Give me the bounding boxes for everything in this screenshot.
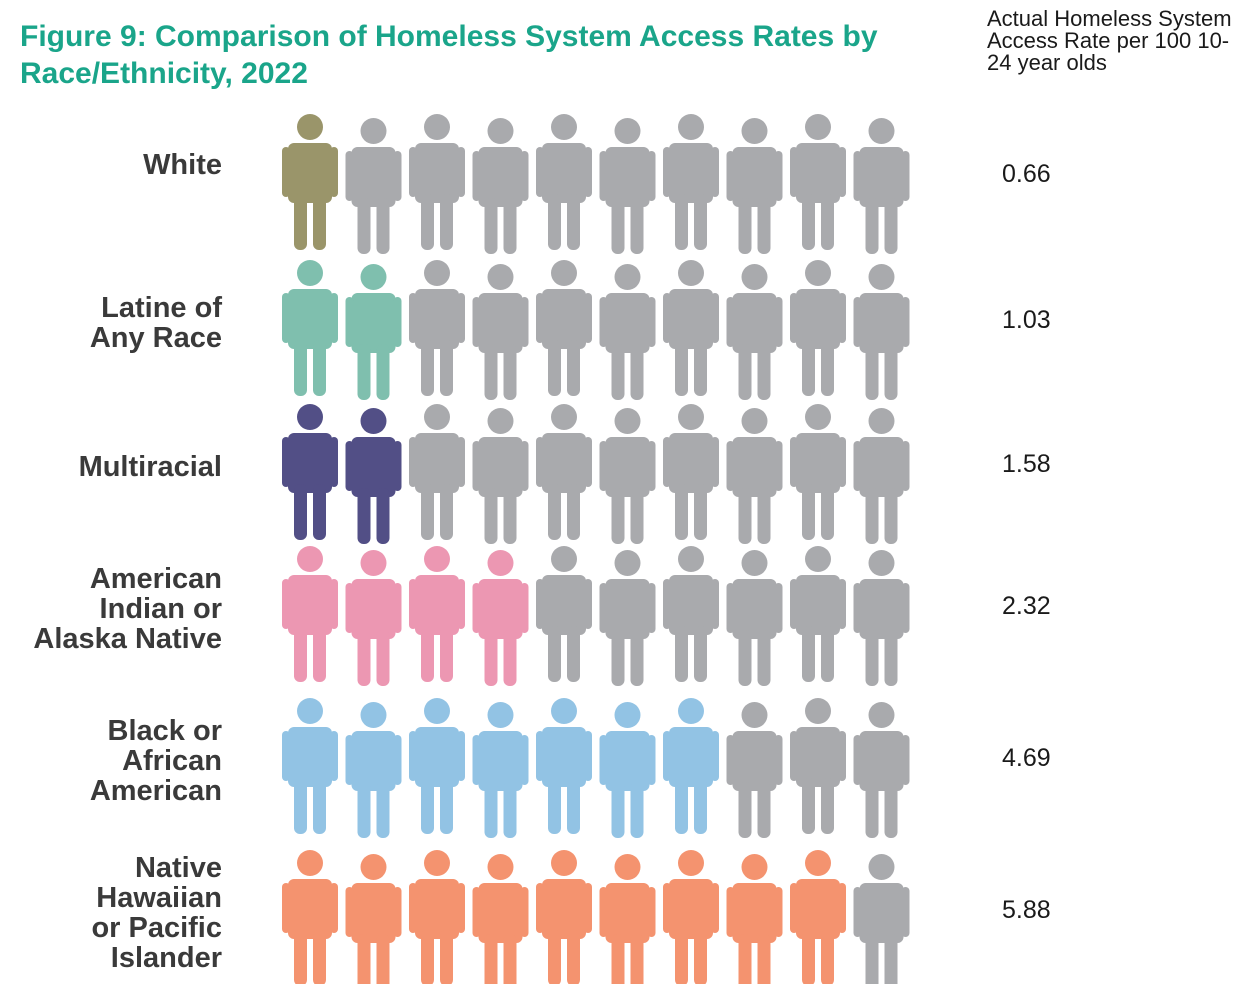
row-label: or Pacific <box>91 912 222 944</box>
row-label: Any Race <box>90 322 222 354</box>
person-icon-filled <box>536 698 592 834</box>
person-icon-filled <box>345 854 402 984</box>
person-icon-empty <box>853 550 910 686</box>
person-icon-filled <box>726 854 783 984</box>
rate-column-header: Actual Homeless System Access Rate per 1… <box>987 6 1232 75</box>
person-icon-filled <box>409 698 465 834</box>
person-icon-empty <box>536 114 592 250</box>
row-label: Black or <box>108 715 222 747</box>
person-icon-empty <box>790 404 846 540</box>
row-label: White <box>143 149 222 181</box>
person-icon-filled <box>409 546 465 682</box>
person-icon-filled <box>282 260 338 396</box>
person-icon-empty <box>409 260 465 396</box>
person-icon-empty <box>599 408 656 544</box>
row-label: Native <box>135 852 222 884</box>
row-label: American <box>90 775 222 807</box>
person-icon-filled <box>790 850 846 984</box>
person-icon-empty <box>599 118 656 254</box>
rate-value: 1.58 <box>1002 450 1051 478</box>
person-icon-empty <box>726 408 783 544</box>
row-label: Multiracial <box>79 451 222 483</box>
person-icon-empty <box>345 118 402 254</box>
person-icon-filled <box>536 850 592 984</box>
person-icon-filled <box>345 702 402 838</box>
person-icon-empty <box>853 264 910 400</box>
rate-value: 0.66 <box>1002 160 1051 188</box>
person-icon-empty <box>790 260 846 396</box>
person-icon-empty <box>409 114 465 250</box>
person-icon-empty <box>726 550 783 686</box>
person-icon-filled <box>663 698 719 834</box>
person-icon-filled <box>345 408 402 544</box>
chart-title: Figure 9: Comparison of Homeless System … <box>20 20 878 90</box>
person-icon-empty <box>790 698 846 834</box>
person-icon-empty <box>599 550 656 686</box>
person-icon-empty <box>409 404 465 540</box>
person-icon-empty <box>663 260 719 396</box>
rate-value: 2.32 <box>1002 592 1051 620</box>
chart-row: Multiracial 1.58 <box>79 404 1051 544</box>
person-icon-empty <box>790 114 846 250</box>
person-icon-filled <box>472 702 529 838</box>
person-icon-empty <box>472 408 529 544</box>
person-icon-filled <box>599 702 656 838</box>
row-label: African <box>122 745 222 777</box>
person-icon-empty <box>726 264 783 400</box>
person-icon-filled <box>282 114 338 250</box>
person-icon-filled <box>599 854 656 984</box>
row-label: American <box>90 563 222 595</box>
person-icon-empty <box>536 546 592 682</box>
person-icon-empty <box>853 702 910 838</box>
person-icon-empty <box>472 264 529 400</box>
person-icon-filled <box>282 698 338 834</box>
person-icon-empty <box>853 118 910 254</box>
person-icon-empty <box>536 404 592 540</box>
person-icon-empty <box>663 114 719 250</box>
row-label: Indian or <box>100 593 222 625</box>
person-icon-filled <box>282 546 338 682</box>
person-icon-filled <box>282 850 338 984</box>
person-icon-empty <box>853 854 910 984</box>
person-icon-filled <box>409 850 465 984</box>
rate-value: 5.88 <box>1002 896 1051 924</box>
person-icon-empty <box>726 702 783 838</box>
person-icon-empty <box>472 118 529 254</box>
person-icon-empty <box>663 546 719 682</box>
person-icon-empty <box>536 260 592 396</box>
person-icon-filled <box>472 550 529 686</box>
row-label: Islander <box>111 942 222 974</box>
person-icon-empty <box>790 546 846 682</box>
rate-value: 1.03 <box>1002 306 1051 334</box>
person-icon-empty <box>599 264 656 400</box>
person-icon-filled <box>345 550 402 686</box>
person-icon-filled <box>282 404 338 540</box>
row-label: Alaska Native <box>33 623 222 655</box>
row-label: Latine of <box>101 292 222 324</box>
person-icon-empty <box>663 404 719 540</box>
rate-value: 4.69 <box>1002 744 1051 772</box>
person-icon-empty <box>726 118 783 254</box>
row-label: Hawaiian <box>96 882 222 914</box>
chart-row: White 0.66 <box>143 114 1051 254</box>
person-icon-filled <box>472 854 529 984</box>
person-icon-filled <box>663 850 719 984</box>
person-icon-empty <box>853 408 910 544</box>
person-icon-filled <box>345 264 402 400</box>
